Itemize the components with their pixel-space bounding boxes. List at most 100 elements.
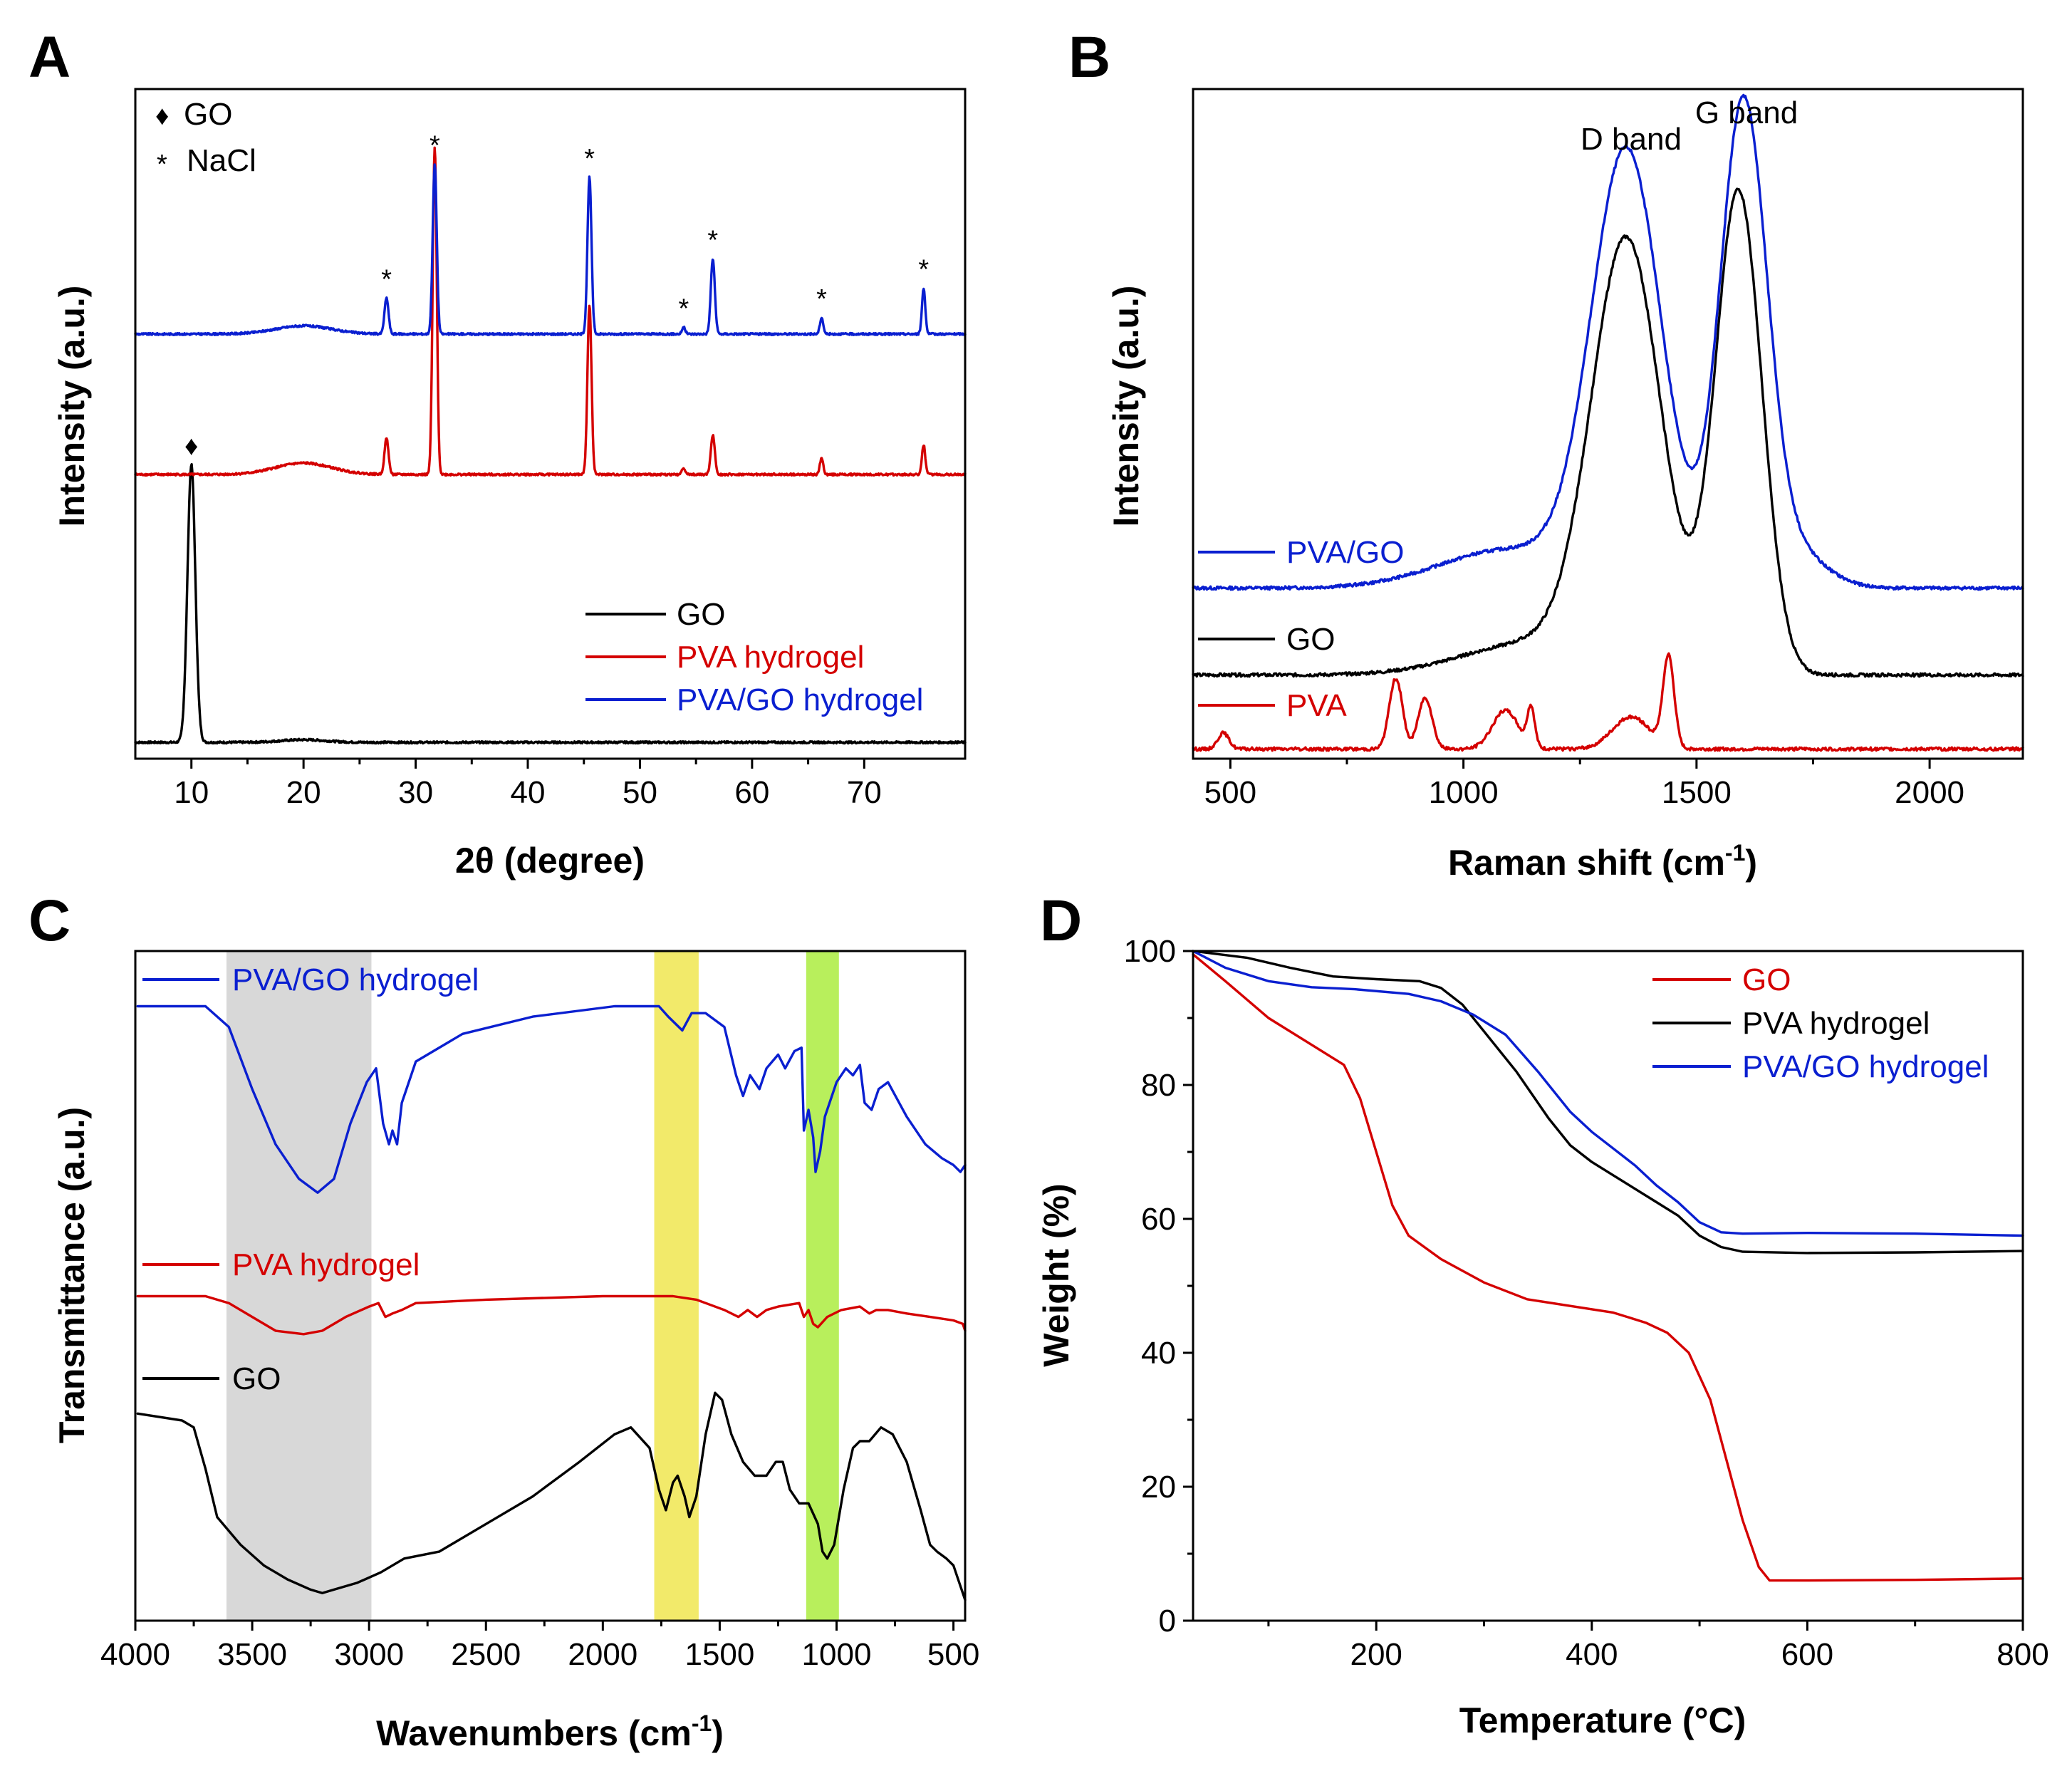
panel-b-x-tick-label-3: 2000 bbox=[1895, 775, 1964, 810]
panel-b-legend: PVA/GO GO PVA bbox=[1198, 535, 1404, 723]
panel-d-legend-go: GO bbox=[1742, 962, 1791, 997]
panel-a-frame bbox=[134, 88, 967, 760]
panel-d-ticks: 200 400 600 800 0 20 40 60 80 100 bbox=[1124, 934, 2049, 1672]
panel-a-peak-marker-3: * bbox=[584, 144, 595, 174]
panel-a-marker-legend: ♦ GO * NaCl bbox=[155, 97, 256, 180]
panel-c-x-ticks: 4000 3500 3000 2500 2000 1500 1000 500 bbox=[100, 1621, 979, 1672]
panel-b-x-axis-title-end: ) bbox=[1745, 843, 1757, 883]
panel-b-x-axis-title: Raman shift (cm-1) bbox=[1448, 840, 1757, 883]
panel-a-x-tick-label-6: 70 bbox=[847, 775, 882, 810]
panel-a-series-pva-go-hydrogel bbox=[134, 163, 967, 336]
panel-c-shaded-bands bbox=[226, 951, 839, 1621]
panel-a-peak-marker-2: * bbox=[430, 130, 440, 160]
panel-a-peak-marker-0: ♦ bbox=[184, 431, 198, 461]
panel-a-peak-marker-5: * bbox=[707, 225, 718, 255]
panel-a-marker-legend-nacl: NaCl bbox=[187, 143, 256, 178]
panel-c-x-tick-label-7: 500 bbox=[927, 1637, 979, 1672]
panel-a-peak-marker-6: * bbox=[816, 284, 827, 314]
panel-d-x-tick-label-3: 800 bbox=[1996, 1637, 2048, 1672]
panel-c-shaded-band-1 bbox=[654, 951, 699, 1621]
panel-c-legend: PVA/GO hydrogel PVA hydrogel GO bbox=[142, 962, 479, 1396]
panel-c-x-tick-label-6: 1000 bbox=[802, 1637, 872, 1672]
panel-a-marker-legend-go: GO bbox=[184, 97, 232, 132]
panel-b-legend-pva: PVA bbox=[1286, 688, 1347, 723]
panel-b-x-axis-title-main: Raman shift (cm bbox=[1448, 843, 1725, 883]
panel-b-x-tick-label-1: 1000 bbox=[1429, 775, 1499, 810]
panel-c-x-tick-label-3: 2500 bbox=[451, 1637, 521, 1672]
panel-c-legend-pva: PVA hydrogel bbox=[232, 1247, 420, 1282]
panel-a-peak-marker-4: * bbox=[678, 294, 689, 324]
panel-b-y-axis-title: Intensity (a.u.) bbox=[1106, 286, 1146, 527]
panel-a-series-go bbox=[134, 463, 967, 745]
panel-label-b: B bbox=[1068, 25, 1110, 90]
panel-a-legend-pva: PVA hydrogel bbox=[677, 640, 864, 675]
panel-d-y-tick-label-2: 40 bbox=[1141, 1336, 1176, 1371]
panel-a-plot-area: ♦ * * * * * * * bbox=[134, 130, 967, 745]
panel-d-legend-pva: PVA hydrogel bbox=[1742, 1006, 1930, 1041]
panel-c-plot-area bbox=[136, 1004, 967, 1601]
panel-b-g-band-label: G band bbox=[1695, 95, 1798, 130]
panel-b-x-ticks: 500 1000 1500 2000 bbox=[1204, 759, 1964, 810]
panel-a-peak-marker-1: * bbox=[381, 264, 392, 294]
panel-a-series-pva-hydrogel bbox=[134, 146, 967, 477]
panel-b-x-tick-label-0: 500 bbox=[1204, 775, 1256, 810]
panel-c-legend-pvago: PVA/GO hydrogel bbox=[232, 962, 479, 997]
panel-b-d-band-label: D band bbox=[1581, 122, 1682, 157]
panel-b-x-axis-title-sup: -1 bbox=[1725, 840, 1745, 866]
panel-d-y-tick-label-0: 0 bbox=[1159, 1604, 1176, 1638]
panel-a-marker-legend-nacl-symbol: * bbox=[157, 150, 167, 180]
panel-b-raman: 500 1000 1500 2000 Raman shift (cm-1) Inten… bbox=[1106, 88, 2024, 883]
panel-c-frame bbox=[134, 950, 967, 1622]
panel-c-shaded-band-0 bbox=[226, 951, 372, 1621]
panel-b-frame bbox=[1192, 88, 2024, 760]
panel-c-x-tick-label-1: 3500 bbox=[217, 1637, 287, 1672]
panel-a-x-tick-label-2: 30 bbox=[398, 775, 433, 810]
panel-b-legend-go: GO bbox=[1286, 622, 1335, 657]
panel-a-legend-go: GO bbox=[677, 597, 725, 632]
panel-d-legend: GO PVA hydrogel PVA/GO hydrogel bbox=[1652, 962, 1989, 1084]
panel-d-x-tick-label-0: 200 bbox=[1350, 1637, 1402, 1672]
panel-c-y-axis-title: Transmittance (a.u.) bbox=[52, 1107, 92, 1443]
panel-d-x-tick-label-2: 600 bbox=[1781, 1637, 1833, 1672]
panel-d-tga: 200 400 600 800 0 20 40 60 80 100 Temperature (°C… bbox=[1036, 934, 2049, 1740]
panel-b-series-go bbox=[1192, 187, 2024, 678]
panel-a-legend: GO PVA hydrogel PVA/GO hydrogel bbox=[585, 597, 923, 717]
panel-b-legend-pvago: PVA/GO bbox=[1286, 535, 1404, 570]
panel-d-series-pva-go-hydrogel bbox=[1192, 950, 2024, 1237]
panel-c-x-axis-title-sup: -1 bbox=[692, 1710, 712, 1736]
panel-a-x-tick-label-4: 50 bbox=[623, 775, 657, 810]
panel-a-xrd: ♦ * * * * * * * 10 20 30 40 50 60 70 2θ (degree) Inte… bbox=[52, 88, 967, 881]
panel-a-x-ticks: 10 20 30 40 50 60 70 bbox=[174, 759, 882, 810]
panel-c-series-pva-hydrogel bbox=[136, 1294, 967, 1336]
panel-c-ftir: 4000 3500 3000 2500 2000 1500 1000 500 Wavenumb… bbox=[52, 950, 979, 1753]
panel-a-legend-pvago: PVA/GO hydrogel bbox=[677, 682, 923, 717]
panel-a-x-tick-label-1: 20 bbox=[286, 775, 321, 810]
panel-a-x-axis-title: 2θ (degree) bbox=[455, 841, 645, 881]
panel-d-y-tick-label-3: 60 bbox=[1141, 1202, 1176, 1237]
panel-c-x-axis-title: Wavenumbers (cm-1) bbox=[376, 1710, 724, 1753]
panel-c-x-tick-label-2: 3000 bbox=[334, 1637, 404, 1672]
panel-c-series-go bbox=[136, 1391, 967, 1601]
panel-a-peak-marker-7: * bbox=[918, 255, 929, 285]
panel-label-a: A bbox=[28, 25, 71, 90]
panel-c-x-tick-label-4: 2000 bbox=[568, 1637, 637, 1672]
panel-a-x-tick-label-0: 10 bbox=[174, 775, 209, 810]
panel-a-x-tick-label-5: 60 bbox=[734, 775, 769, 810]
panel-d-x-axis-title: Temperature (°C) bbox=[1459, 1700, 1746, 1740]
panel-b-series-pva-go bbox=[1192, 93, 2024, 591]
panel-b-plot-area bbox=[1192, 93, 2024, 752]
panel-d-series-go bbox=[1192, 953, 2024, 1582]
panel-label-c: C bbox=[28, 888, 71, 953]
panel-c-x-axis-title-main: Wavenumbers (cm bbox=[376, 1713, 692, 1753]
panel-d-series-pva-hydrogel bbox=[1192, 950, 2024, 1255]
panel-b-series-pva bbox=[1192, 652, 2024, 752]
panel-c-legend-go: GO bbox=[232, 1361, 281, 1396]
panel-c-x-axis-title-end: ) bbox=[712, 1713, 724, 1753]
panel-b-x-tick-label-2: 1500 bbox=[1662, 775, 1732, 810]
panel-a-y-axis-title: Intensity (a.u.) bbox=[52, 286, 92, 527]
panel-d-plot-area bbox=[1192, 950, 2024, 1582]
panel-c-x-tick-label-5: 1500 bbox=[684, 1637, 754, 1672]
panel-d-legend-pvago: PVA/GO hydrogel bbox=[1742, 1049, 1989, 1084]
panel-c-series-pva-go-hydrogel bbox=[136, 1004, 967, 1194]
panel-d-x-tick-label-1: 400 bbox=[1566, 1637, 1618, 1672]
